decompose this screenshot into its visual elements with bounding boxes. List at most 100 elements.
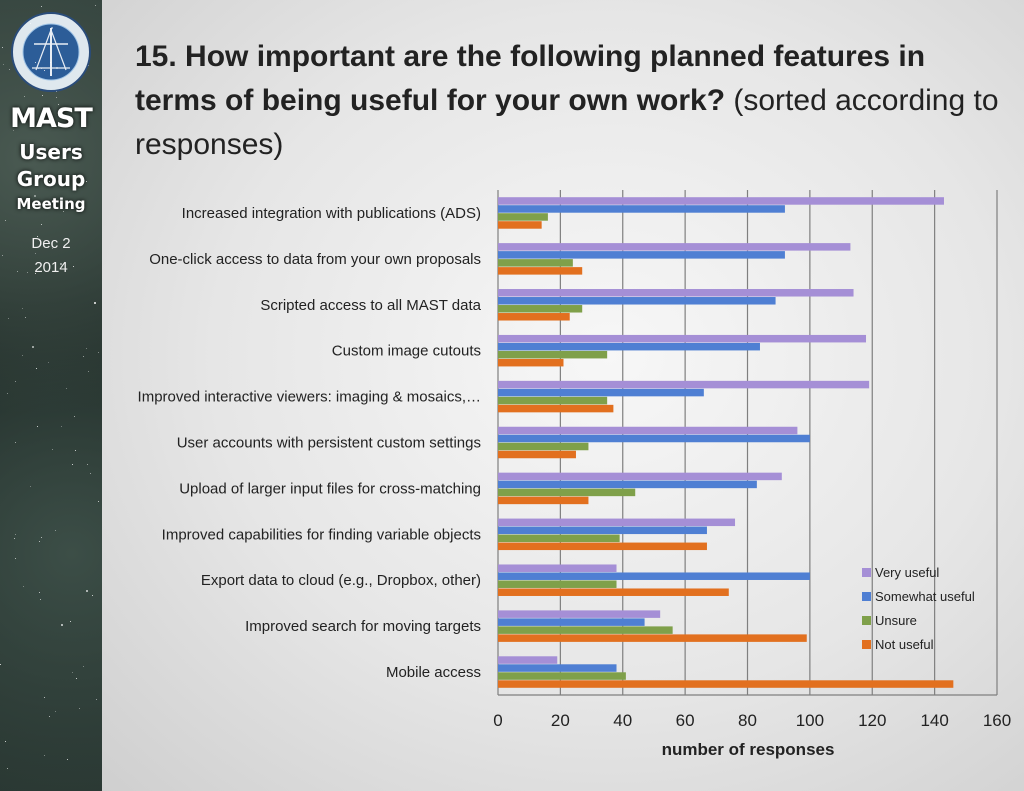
star-decoration xyxy=(17,271,18,272)
star-decoration xyxy=(55,530,56,531)
bar-unsure xyxy=(498,213,548,221)
star-decoration xyxy=(41,6,42,7)
bar-not-useful xyxy=(498,404,614,413)
star-decoration xyxy=(66,388,67,389)
bar-not-useful xyxy=(498,680,954,688)
star-decoration xyxy=(92,595,93,596)
star-decoration xyxy=(30,486,31,487)
star-decoration xyxy=(22,308,23,309)
star-decoration xyxy=(79,708,80,709)
star-decoration xyxy=(35,253,36,254)
star-decoration xyxy=(60,263,62,265)
star-decoration xyxy=(0,664,1,665)
title-note: (sorted according to responses) xyxy=(135,84,999,161)
star-decoration xyxy=(98,501,99,502)
star-decoration xyxy=(70,621,71,622)
bar-somewhat-useful xyxy=(498,526,707,535)
x-tick-label: 160 xyxy=(983,711,1011,730)
star-decoration xyxy=(56,97,57,98)
x-tick-label: 120 xyxy=(858,711,886,730)
bar-very-useful xyxy=(498,289,854,297)
bar-somewhat-useful xyxy=(498,205,785,213)
star-decoration xyxy=(61,624,63,626)
bar-somewhat-useful xyxy=(498,618,645,626)
star-decoration xyxy=(41,537,42,538)
star-decoration xyxy=(74,416,75,417)
star-decoration xyxy=(34,195,36,197)
x-tick-label: 140 xyxy=(920,711,948,730)
star-decoration xyxy=(56,91,57,92)
star-decoration xyxy=(94,302,96,304)
star-decoration xyxy=(72,672,73,673)
legend-label: Not useful xyxy=(875,637,934,652)
bar-unsure xyxy=(498,259,573,267)
star-decoration xyxy=(44,755,45,756)
star-decoration xyxy=(83,356,84,357)
bar-unsure xyxy=(498,396,608,405)
star-decoration xyxy=(44,70,45,71)
sidebar-users-text: Users xyxy=(19,140,83,164)
star-decoration xyxy=(41,224,42,225)
star-decoration xyxy=(76,678,77,679)
bar-very-useful xyxy=(498,197,944,205)
legend-label: Somewhat useful xyxy=(875,589,975,604)
chart-legend: Very useful Somewhat useful Unsure Not usef… xyxy=(862,565,975,652)
star-decoration xyxy=(5,220,6,221)
x-tick-label: 80 xyxy=(738,711,757,730)
page-title: 15. How important are the following plan… xyxy=(135,35,1005,167)
star-decoration xyxy=(9,69,10,70)
star-decoration xyxy=(35,181,36,182)
bar-very-useful xyxy=(498,243,851,251)
star-decoration xyxy=(37,426,38,427)
bar-very-useful xyxy=(498,380,870,389)
sidebar-mast-text: MAST xyxy=(10,103,93,134)
mast-logo xyxy=(11,12,91,92)
category-label: Upload of larger input files for cross-m… xyxy=(179,480,481,497)
sidebar-group-text: Group xyxy=(16,167,86,191)
star-decoration xyxy=(23,586,24,587)
star-decoration xyxy=(3,64,4,65)
star-decoration xyxy=(7,393,8,394)
bar-not-useful xyxy=(498,221,542,229)
star-decoration xyxy=(15,534,16,535)
star-decoration xyxy=(41,68,42,69)
bar-very-useful xyxy=(498,610,661,618)
star-decoration xyxy=(90,473,91,474)
star-decoration xyxy=(33,121,34,122)
x-axis-label: number of responses xyxy=(662,740,835,759)
star-decoration xyxy=(40,599,41,600)
star-decoration xyxy=(55,711,56,712)
bar-very-useful xyxy=(498,426,798,435)
star-decoration xyxy=(13,130,14,131)
category-label: User accounts with persistent custom set… xyxy=(177,435,481,452)
category-label: One-click access to data from your own p… xyxy=(149,251,481,268)
bar-unsure xyxy=(498,350,608,359)
star-decoration xyxy=(49,716,50,717)
star-decoration xyxy=(65,183,66,184)
star-decoration xyxy=(8,318,9,319)
star-decoration xyxy=(88,371,89,372)
legend-label: Unsure xyxy=(875,613,917,628)
bar-somewhat-useful xyxy=(498,297,776,305)
category-labels: Increased integration with publications … xyxy=(138,205,482,681)
star-decoration xyxy=(27,272,28,273)
legend-swatch xyxy=(862,616,871,625)
star-decoration xyxy=(39,592,40,593)
star-decoration xyxy=(24,96,25,97)
star-decoration xyxy=(39,541,40,542)
bar-unsure xyxy=(498,534,620,543)
bar-not-useful xyxy=(498,358,564,367)
star-decoration xyxy=(35,273,36,274)
star-decoration xyxy=(2,47,3,48)
star-decoration xyxy=(83,666,84,667)
category-label: Export data to cloud (e.g., Dropbox, oth… xyxy=(201,572,481,589)
star-decoration xyxy=(58,104,59,105)
star-decoration xyxy=(98,352,99,353)
bar-not-useful xyxy=(498,634,807,642)
star-decoration xyxy=(15,558,16,559)
star-decoration xyxy=(42,95,43,96)
star-decoration xyxy=(73,266,74,267)
sidebar: MAST Users Group Meeting Dec 2 2014 xyxy=(0,0,102,791)
star-decoration xyxy=(49,181,50,182)
